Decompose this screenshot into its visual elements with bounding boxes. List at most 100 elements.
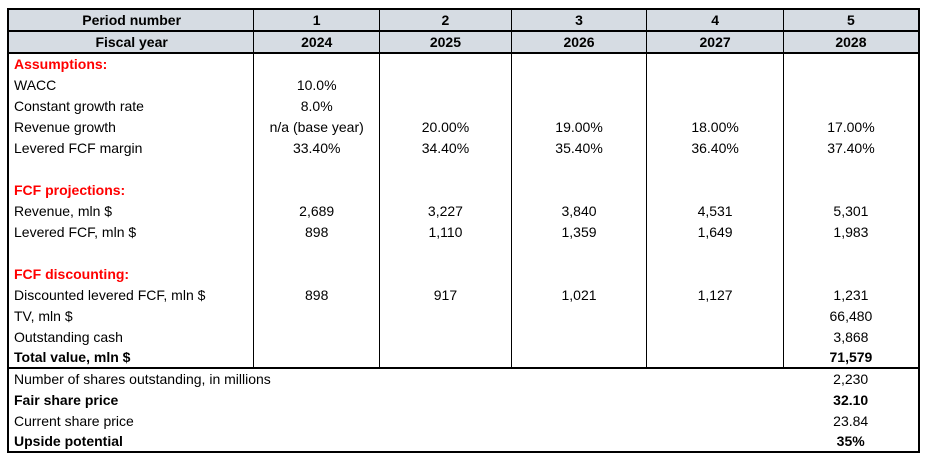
table-row-blank bbox=[8, 158, 919, 179]
header-cell-period: 5 bbox=[782, 9, 919, 32]
cell-value: 19.00% bbox=[510, 116, 647, 137]
cell-value bbox=[782, 242, 919, 263]
row-label: Levered FCF margin bbox=[14, 139, 143, 156]
row-label bbox=[8, 158, 254, 179]
row-label: Current share price bbox=[14, 412, 134, 429]
header-row-fiscal-year: Fiscal year 2024 2025 2026 2027 2028 bbox=[8, 31, 919, 54]
table-row-revenue: Revenue, mln $ 2,689 3,227 3,840 4,531 5… bbox=[8, 200, 919, 221]
row-label: Constant growth rate bbox=[14, 97, 144, 114]
header-row-period: Period number 1 2 3 4 5 bbox=[8, 9, 919, 32]
cell-value: 2,689 bbox=[253, 200, 380, 221]
cell-value: 1,983 bbox=[782, 221, 919, 242]
header-cell-period: 2 bbox=[379, 9, 512, 32]
cell-value: 10.0% bbox=[253, 74, 380, 95]
cell-value bbox=[782, 95, 919, 116]
cell-value bbox=[379, 326, 512, 347]
table-row-current-share-price: Current share price 23.84 bbox=[8, 410, 919, 431]
cell-value: 3,227 bbox=[379, 200, 512, 221]
table-row-constant-growth-rate: Constant growth rate 8.0% bbox=[8, 95, 919, 116]
row-label: Discounted levered FCF, mln $ bbox=[14, 286, 206, 303]
cell-value bbox=[510, 263, 647, 284]
row-label bbox=[8, 242, 254, 263]
row-label: Fair share price bbox=[14, 391, 119, 408]
cell-value bbox=[510, 326, 647, 347]
cell-value: 66,480 bbox=[782, 305, 919, 326]
table-row-upside-potential: Upside potential 35% bbox=[8, 431, 919, 452]
table-row-total-value: Total value, mln $ 71,579 bbox=[8, 347, 919, 368]
table-row-fcf-discounting-section: FCF discounting: bbox=[8, 263, 919, 284]
table-row-fair-share-price: Fair share price 32.10 bbox=[8, 389, 919, 410]
cell-value: 35.40% bbox=[510, 137, 647, 158]
cell-value bbox=[782, 158, 919, 179]
cell-value bbox=[782, 74, 919, 95]
cell-value bbox=[646, 179, 784, 200]
header-cell-fiscal-label: Fiscal year bbox=[8, 31, 254, 54]
cell-value: 34.40% bbox=[379, 137, 512, 158]
cell-value bbox=[510, 158, 647, 179]
cell-value bbox=[253, 347, 380, 368]
header-cell-period-label: Period number bbox=[8, 9, 254, 32]
table-row-wacc: WACC 10.0% bbox=[8, 74, 919, 95]
cell-value bbox=[646, 305, 784, 326]
cell-value: 917 bbox=[379, 284, 512, 305]
header-cell-period: 1 bbox=[253, 9, 380, 32]
cell-value: 1,359 bbox=[510, 221, 647, 242]
table-row-discounted-levered-fcf: Discounted levered FCF, mln $ 898 917 1,… bbox=[8, 284, 919, 305]
cell-value bbox=[253, 158, 380, 179]
row-label: Total value, mln $ bbox=[14, 349, 131, 365]
cell-value bbox=[510, 95, 647, 116]
row-label: Revenue, mln $ bbox=[14, 202, 113, 219]
cell-value: 898 bbox=[253, 221, 380, 242]
cell-value: 2,230 bbox=[783, 367, 919, 389]
cell-value: 4,531 bbox=[646, 200, 784, 221]
header-cell-year: 2025 bbox=[379, 31, 512, 54]
header-cell-year: 2024 bbox=[253, 31, 380, 54]
cell-value: 18.00% bbox=[646, 116, 784, 137]
row-label: WACC bbox=[14, 76, 57, 93]
cell-value bbox=[253, 326, 380, 347]
cell-value: 1,231 bbox=[782, 284, 919, 305]
cell-value bbox=[379, 53, 512, 74]
cell-value bbox=[379, 305, 512, 326]
row-label: Number of shares outstanding, in million… bbox=[8, 367, 784, 389]
cell-value bbox=[253, 305, 380, 326]
cell-value: 898 bbox=[253, 284, 380, 305]
table-row-shares-outstanding: Number of shares outstanding, in million… bbox=[8, 367, 919, 389]
cell-value bbox=[510, 242, 647, 263]
dcf-valuation-table: Period number 1 2 3 4 5 Fiscal year 2024… bbox=[7, 8, 920, 453]
cell-value bbox=[510, 347, 647, 368]
row-label: Revenue growth bbox=[14, 118, 116, 135]
cell-value bbox=[646, 53, 784, 74]
section-label: FCF projections: bbox=[14, 181, 126, 198]
row-label: TV, mln $ bbox=[14, 307, 73, 324]
header-cell-period: 4 bbox=[646, 9, 784, 32]
cell-value: 3,868 bbox=[782, 326, 919, 347]
cell-value: n/a (base year) bbox=[253, 116, 380, 137]
table-row-blank bbox=[8, 242, 919, 263]
row-label: Outstanding cash bbox=[14, 328, 123, 345]
cell-value bbox=[379, 158, 512, 179]
cell-value bbox=[253, 53, 380, 74]
cell-value: 5,301 bbox=[782, 200, 919, 221]
cell-value bbox=[379, 347, 512, 368]
header-cell-year: 2028 bbox=[782, 31, 919, 54]
cell-value bbox=[646, 158, 784, 179]
cell-value: 20.00% bbox=[379, 116, 512, 137]
header-cell-period: 3 bbox=[510, 9, 647, 32]
cell-value: 23.84 bbox=[833, 412, 869, 429]
cell-value bbox=[510, 305, 647, 326]
table-row-levered-fcf: Levered FCF, mln $ 898 1,110 1,359 1,649… bbox=[8, 221, 919, 242]
cell-value: 33.40% bbox=[253, 137, 380, 158]
cell-value: 1,110 bbox=[379, 221, 512, 242]
table-row-revenue-growth: Revenue growth n/a (base year) 20.00% 19… bbox=[8, 116, 919, 137]
cell-value bbox=[253, 179, 380, 200]
cell-value: 36.40% bbox=[646, 137, 784, 158]
cell-value: 71,579 bbox=[782, 347, 919, 368]
table-row-fcf-projections-section: FCF projections: bbox=[8, 179, 919, 200]
table-row-assumptions-section: Assumptions: bbox=[8, 53, 919, 74]
cell-value bbox=[379, 74, 512, 95]
table-row-tv: TV, mln $ 66,480 bbox=[8, 305, 919, 326]
cell-value: 3,840 bbox=[510, 200, 647, 221]
cell-value: 1,021 bbox=[510, 284, 647, 305]
cell-value bbox=[510, 74, 647, 95]
